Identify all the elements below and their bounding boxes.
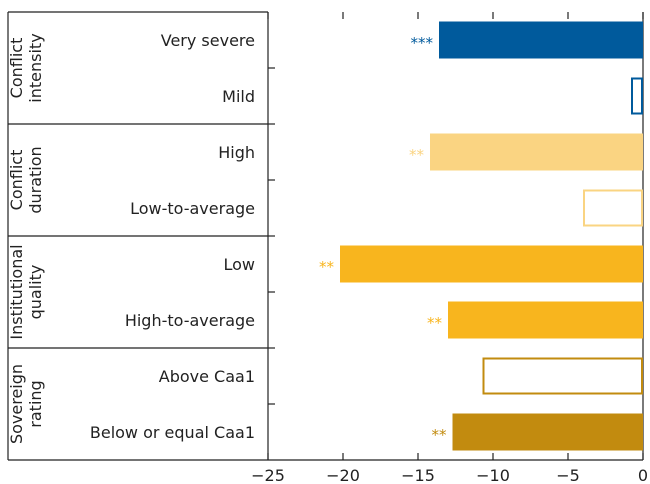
significance-label: *** xyxy=(411,34,434,52)
bar xyxy=(430,133,643,171)
bar xyxy=(482,357,643,395)
bar xyxy=(439,21,643,59)
group-label-line: Institutional xyxy=(7,244,26,339)
x-tick-label: −20 xyxy=(326,466,360,484)
bar xyxy=(448,301,643,339)
group-label-line: intensity xyxy=(26,33,45,102)
category-label: Mild xyxy=(222,87,255,106)
group-label: Conflictduration xyxy=(7,146,45,213)
x-tick-label: −25 xyxy=(251,466,285,484)
significance-label: ** xyxy=(319,258,335,276)
category-label: Below or equal Caa1 xyxy=(90,423,255,442)
significance-label: ** xyxy=(427,314,443,332)
group-label: Sovereignrating xyxy=(7,364,45,444)
group-label: Institutionalquality xyxy=(7,244,45,339)
x-tick-label: −5 xyxy=(556,466,580,484)
group-label: Conflictintensity xyxy=(7,33,45,102)
category-label: Above Caa1 xyxy=(159,367,255,386)
x-tick-label: −10 xyxy=(476,466,510,484)
x-tick-label: 0 xyxy=(638,466,648,484)
category-label: Very severe xyxy=(161,31,255,50)
x-tick-label: −15 xyxy=(401,466,435,484)
significance-label: ** xyxy=(409,146,425,164)
bar xyxy=(583,189,643,227)
bar xyxy=(340,245,643,283)
group-label-line: duration xyxy=(26,146,45,213)
category-label: High-to-average xyxy=(125,311,255,330)
group-label-line: Sovereign xyxy=(7,364,26,444)
category-label: High xyxy=(218,143,255,162)
group-label-line: quality xyxy=(26,265,45,320)
group-label-line: Conflict xyxy=(7,38,26,99)
bar xyxy=(452,413,643,451)
group-label-line: rating xyxy=(26,380,45,427)
group-label-line: Conflict xyxy=(7,150,26,211)
plot-area: −25 −20 −15 −10 −5 0*********** xyxy=(251,12,648,484)
category-label: Low-to-average xyxy=(130,199,255,218)
category-label: Low xyxy=(223,255,255,274)
significance-label: ** xyxy=(432,426,448,444)
bar xyxy=(631,77,643,115)
label-panel: ConflictintensityConflictdurationInstitu… xyxy=(7,11,275,461)
